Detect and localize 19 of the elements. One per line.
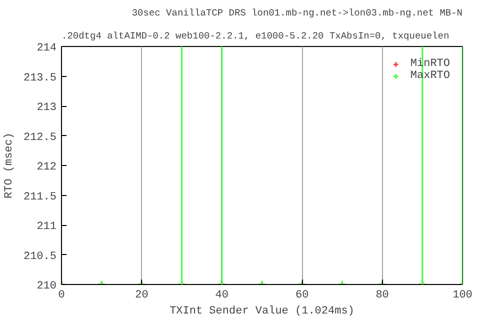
- y-tick-label: 214: [36, 42, 57, 54]
- y-tick-label: 211.5: [23, 191, 57, 204]
- x-tick-label: 40: [215, 290, 228, 302]
- x-axis-title: TXInt Sender Value (1.024ms): [170, 306, 354, 318]
- y-tick-label: 210: [36, 280, 57, 292]
- y-tick-label: 212: [36, 162, 57, 174]
- x-tick-label: 60: [296, 290, 309, 302]
- chart-subtitle: .20dtg4 altAIMD-0.2 web100-2.2.1, e1000-5.2.20 TxAbsIn=0, txqueuelen: [62, 30, 450, 42]
- y-axis-title: RTO (msec): [3, 132, 16, 199]
- x-tick-label: 0: [58, 290, 65, 302]
- x-tick-label: 100: [452, 290, 472, 302]
- y-tick-label: 212.5: [23, 132, 57, 144]
- y-tick-label: 211: [36, 221, 57, 233]
- y-tick-label: 213.5: [23, 72, 57, 84]
- y-tick-label: 210.5: [23, 250, 57, 263]
- x-tick-label: 20: [135, 290, 148, 302]
- y-tick-label: 213: [36, 102, 57, 114]
- x-tick-label: 80: [376, 290, 389, 302]
- chart-title: 30sec VanillaTCP DRS lon01.mb-ng.net->lon03.mb-ng.net MB-N: [132, 8, 462, 18]
